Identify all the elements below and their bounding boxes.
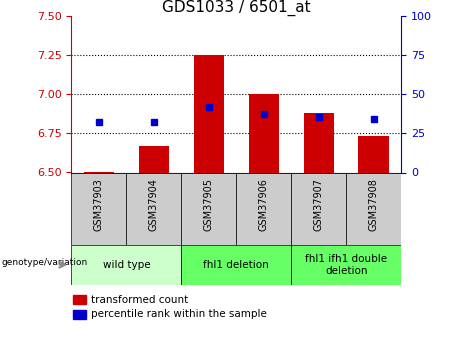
- Bar: [71, 172, 126, 245]
- Bar: [194, 55, 224, 172]
- Bar: [126, 172, 181, 245]
- Text: GSM37903: GSM37903: [94, 178, 104, 231]
- Text: GSM37904: GSM37904: [149, 178, 159, 231]
- Text: wild type: wild type: [103, 260, 150, 270]
- Text: GSM37905: GSM37905: [204, 178, 214, 231]
- Bar: [181, 245, 291, 285]
- Bar: [359, 136, 389, 172]
- Text: genotype/variation: genotype/variation: [1, 258, 88, 267]
- Text: percentile rank within the sample: percentile rank within the sample: [91, 309, 267, 319]
- Text: GSM37906: GSM37906: [259, 178, 269, 231]
- Text: transformed count: transformed count: [91, 295, 189, 305]
- Bar: [71, 245, 181, 285]
- Bar: [73, 310, 86, 319]
- Text: GSM37907: GSM37907: [313, 178, 324, 231]
- Bar: [139, 146, 169, 172]
- Bar: [291, 172, 346, 245]
- Text: fhl1 deletion: fhl1 deletion: [203, 260, 269, 270]
- Bar: [303, 113, 334, 172]
- Bar: [73, 295, 86, 304]
- Bar: [236, 172, 291, 245]
- Bar: [291, 245, 401, 285]
- Title: GDS1033 / 6501_at: GDS1033 / 6501_at: [162, 0, 311, 16]
- Text: fhl1 ifh1 double
deletion: fhl1 ifh1 double deletion: [305, 254, 387, 276]
- Bar: [181, 172, 236, 245]
- Bar: [346, 172, 401, 245]
- Bar: [248, 94, 279, 172]
- Text: GSM37908: GSM37908: [369, 178, 378, 231]
